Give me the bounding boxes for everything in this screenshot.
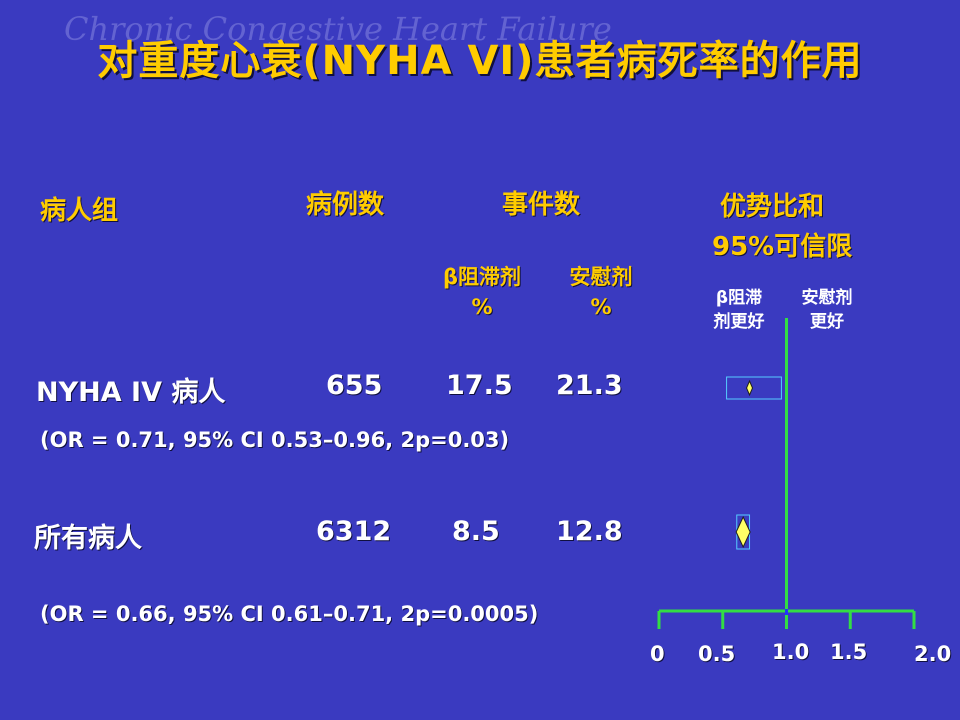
header-beta-line1: β阻滞剂 (442, 265, 522, 289)
header-placebo-line1: 安慰剂 (569, 265, 633, 289)
header-placebo-line2: % (590, 295, 612, 319)
header-group: 病人组 (40, 196, 119, 226)
favors-placebo-line1: 安慰剂 (801, 288, 853, 308)
row1-placebo: 21.3 (556, 370, 623, 401)
or-marker-1 (745, 379, 754, 397)
favors-placebo-line2: 更好 (810, 312, 844, 332)
header-cases: 病例数 (306, 190, 385, 220)
ci-box-1 (726, 376, 782, 400)
row2-group: 所有病人 (34, 523, 142, 554)
row2-placebo: 12.8 (556, 516, 623, 547)
favors-placebo-label: 安慰剂 更好 (792, 286, 862, 334)
tick-label-0.5: 0.5 (698, 642, 736, 666)
favors-beta-line1: β阻滞 (715, 288, 763, 308)
tick-label-1.0: 1.0 (772, 640, 810, 664)
header-beta-line2: % (471, 295, 493, 319)
favors-beta-line2: 剂更好 (713, 312, 765, 332)
header-or-line1: 优势比和 (720, 192, 825, 222)
row2-note: (OR = 0.66, 95% CI 0.61–0.71, 2p=0.0005) (40, 602, 539, 626)
row2-cases: 6312 (316, 516, 392, 547)
tick-label-2.0: 2.0 (914, 642, 952, 666)
row1-group: NYHA IV 病人 (36, 377, 226, 408)
watermark-text: Chronic Congestive Heart Failure (64, 10, 612, 48)
row1-cases: 655 (326, 370, 383, 401)
header-beta-blocker: β阻滞剂 % (432, 262, 532, 322)
row1-beta: 17.5 (446, 370, 513, 401)
header-placebo: 安慰剂 % (556, 262, 646, 322)
row1-note: (OR = 0.71, 95% CI 0.53–0.96, 2p=0.03) (40, 428, 510, 452)
tick-label-1.5: 1.5 (830, 640, 868, 664)
or-marker-2 (735, 515, 751, 549)
tick-label-0: 0 (650, 642, 665, 666)
slide-title: 对重度心衰(NYHA VI)患者病死率的作用 (97, 38, 863, 84)
header-events: 事件数 (502, 190, 581, 220)
row2-beta: 8.5 (452, 516, 500, 547)
favors-beta-label: β阻滞 剂更好 (704, 286, 774, 334)
header-or-line2: 95%可信限 (712, 232, 853, 262)
